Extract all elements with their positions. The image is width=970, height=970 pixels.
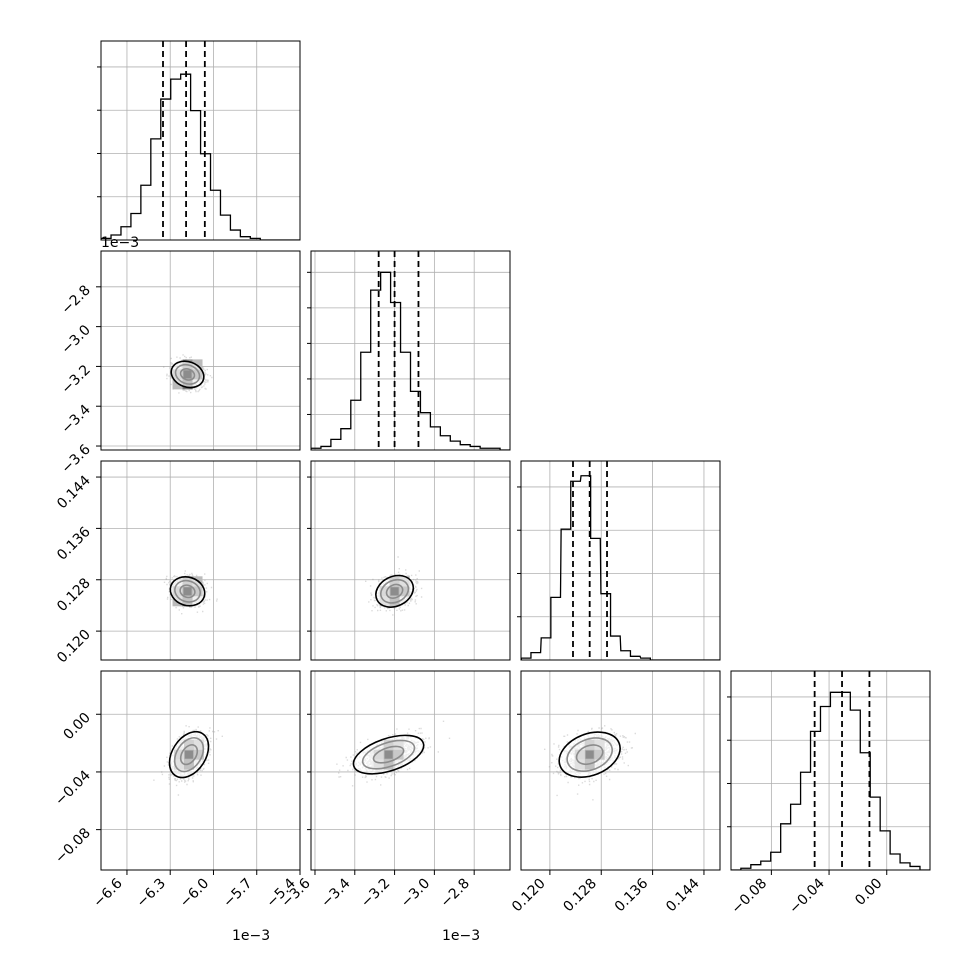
x-tick-label: −6.6 — [90, 875, 125, 910]
y-offset-label: 1e−3 — [101, 235, 139, 251]
panel-frame — [520, 460, 721, 661]
density-cell — [172, 379, 183, 390]
x-tick-label: 0.00 — [852, 876, 885, 909]
x-tick-label: −5.7 — [220, 876, 255, 911]
x-tick-label: −0.08 — [729, 876, 771, 918]
x-tick-label: 0.128 — [560, 876, 600, 916]
x-offset-label: 1e−3 — [232, 928, 270, 944]
density-cell — [192, 359, 203, 370]
contour-3 — [375, 574, 415, 608]
contour-3 — [352, 734, 425, 775]
y-tick-label: 0.00 — [60, 710, 93, 743]
y-tick-label: −3.2 — [58, 362, 93, 397]
y-tick-label: −3.0 — [58, 322, 93, 357]
scatter-panel — [163, 354, 213, 394]
panel-frame — [100, 40, 301, 241]
y-tick-label: −3.4 — [58, 402, 93, 437]
x-tick-label: −3.2 — [358, 876, 393, 911]
y-tick-label: −3.6 — [58, 441, 93, 476]
y-tick-label: 0.144 — [54, 473, 94, 513]
y-tick-label: −2.8 — [58, 282, 93, 317]
panel-frame — [520, 670, 721, 871]
x-tick-label: 0.120 — [509, 876, 549, 916]
contour-3 — [558, 731, 621, 778]
x-tick-label: −6.0 — [177, 876, 212, 911]
panel-frame — [310, 250, 511, 451]
panel-frame — [100, 460, 301, 661]
y-tick-label: 0.120 — [54, 627, 94, 667]
panel-frame — [100, 250, 301, 451]
histogram-0 — [101, 73, 300, 240]
panel-frame — [100, 670, 301, 871]
x-tick-label: 0.136 — [612, 875, 652, 915]
panel-frame — [310, 670, 511, 871]
contour-3 — [170, 360, 205, 389]
panel-frame — [730, 670, 931, 871]
panel-frame — [310, 460, 511, 661]
x-tick-label: −2.8 — [438, 876, 473, 911]
y-tick-label: 0.136 — [54, 524, 94, 564]
x-tick-label: −6.3 — [134, 876, 169, 911]
contour-3 — [169, 576, 206, 607]
x-tick-label: 0.144 — [663, 875, 703, 915]
scatter-panel — [365, 556, 423, 616]
y-tick-label: −0.04 — [52, 767, 94, 809]
y-tick-label: 0.128 — [54, 575, 94, 615]
histogram-2 — [521, 475, 720, 660]
y-tick-label: −0.08 — [52, 825, 94, 867]
x-offset-label: 1e−3 — [442, 928, 480, 944]
x-tick-label: −3.0 — [398, 876, 433, 911]
x-tick-label: −3.4 — [318, 875, 353, 910]
scatter-panel — [544, 725, 636, 801]
scatter-panel — [153, 725, 223, 796]
x-tick-label: −0.04 — [786, 875, 828, 917]
histogram-1 — [311, 271, 510, 450]
scatter-panel — [336, 720, 451, 787]
scatter-panel — [163, 570, 218, 615]
histogram-3 — [731, 691, 930, 870]
contour-3 — [168, 730, 210, 779]
